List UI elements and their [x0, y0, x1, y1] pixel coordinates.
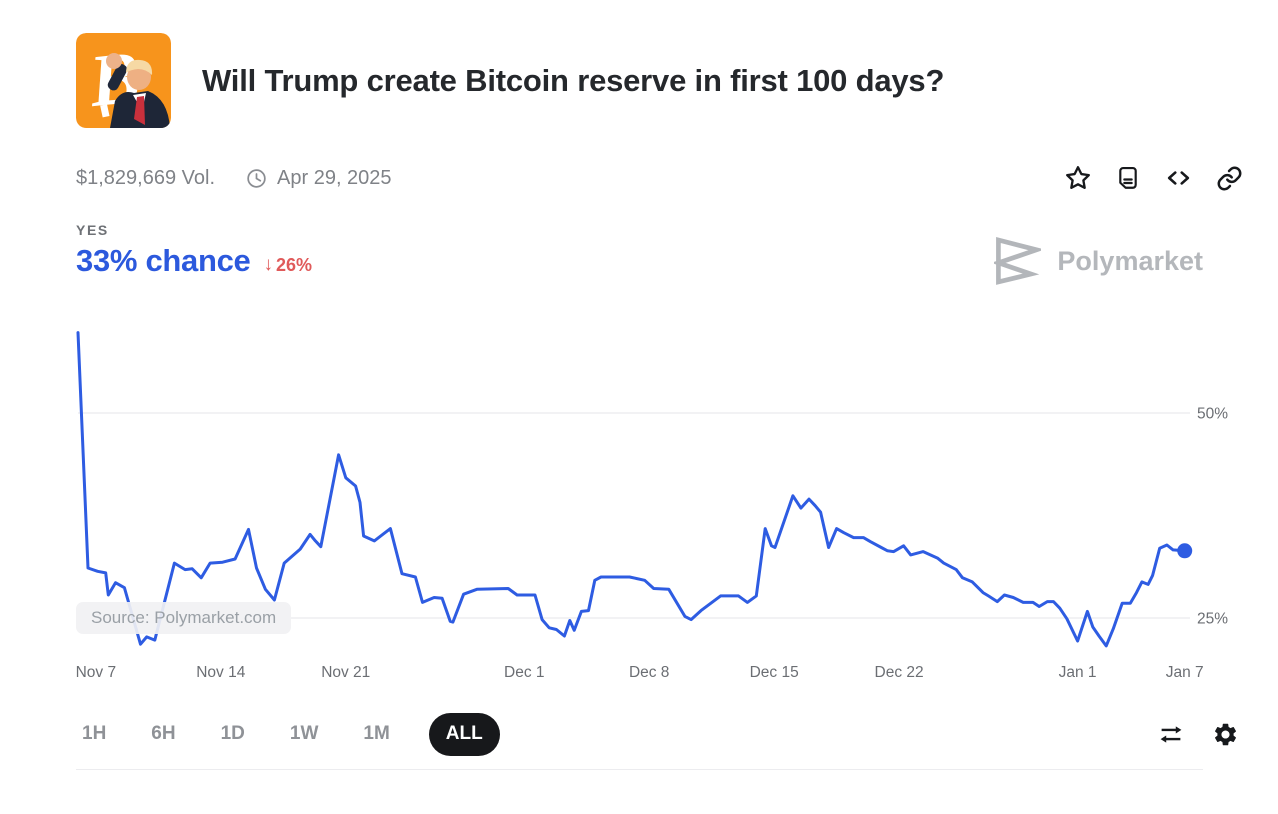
swap-outcome-button[interactable] — [1156, 722, 1186, 747]
y-tick-label: 50% — [1197, 406, 1228, 423]
swap-arrows-icon — [1160, 725, 1182, 743]
y-axis-labels: 50% 25% — [1197, 406, 1228, 628]
document-icon — [1119, 166, 1137, 189]
down-arrow-icon: ↓ — [263, 254, 274, 275]
market-avatar: B — [76, 33, 171, 128]
chance-change: ↓ 26% — [263, 254, 313, 275]
chart-actions — [1156, 721, 1239, 748]
clock-icon — [245, 167, 268, 190]
trump-figure — [106, 53, 170, 128]
embed-button[interactable] — [1164, 165, 1193, 191]
embed-code-icon — [1167, 171, 1190, 185]
x-tick-label: Nov 7 — [76, 664, 117, 681]
x-tick-label: Dec 8 — [629, 664, 670, 681]
settings-gear-icon — [1214, 723, 1237, 745]
trump-bitcoin-image: B — [76, 33, 171, 128]
star-icon — [1066, 166, 1090, 190]
bottom-divider — [76, 769, 1203, 770]
rules-button[interactable] — [1115, 165, 1141, 191]
outcome-label: YES — [76, 222, 109, 238]
range-button-6h[interactable]: 6H — [145, 723, 181, 745]
market-title: Will Trump create Bitcoin reserve in fir… — [202, 62, 945, 98]
y-tick-label: 25% — [1197, 611, 1228, 628]
range-button-all[interactable]: ALL — [428, 712, 500, 756]
x-tick-label: Nov 21 — [321, 664, 370, 681]
range-button-1d[interactable]: 1D — [215, 723, 251, 745]
price-line — [76, 331, 1187, 648]
x-tick-label: Jan 1 — [1059, 664, 1097, 681]
source-watermark: Source: Polymarket.com — [76, 602, 292, 634]
x-axis-labels: Nov 7 Nov 14 Nov 21 Dec 1 Dec 8 Dec 15 Dec 22 J… — [76, 664, 1204, 681]
range-button-1w[interactable]: 1W — [284, 723, 325, 745]
header-actions — [1064, 164, 1243, 192]
link-icon — [1217, 166, 1242, 190]
stats-row: $1,829,669 Vol. Apr 29, 2025 — [76, 164, 1242, 192]
polymarket-logo-icon — [994, 237, 1042, 285]
end-date-text: Apr 29, 2025 — [277, 166, 392, 189]
outcome-row: YES 33% chance ↓ 26% Polymarket — [76, 222, 1203, 288]
timerange-controls: 1H 6H 1D 1W 1M ALL — [76, 712, 1237, 756]
gridlines — [78, 412, 1190, 619]
settings-button[interactable] — [1212, 721, 1239, 748]
x-tick-label: Dec 22 — [875, 664, 924, 681]
x-tick-label: Nov 14 — [196, 664, 245, 681]
polymarket-wordmark: Polymarket — [1057, 245, 1203, 276]
x-tick-label: Dec 1 — [504, 664, 545, 681]
polymarket-brand[interactable]: Polymarket — [994, 234, 1203, 288]
price-chart[interactable]: 50% 25% Nov 7 Nov 14 Nov 21 Dec 1 Dec 8 Dec 15… — [0, 316, 1278, 696]
chance-value: 33% chance — [76, 243, 251, 278]
x-tick-label: Dec 15 — [750, 664, 799, 681]
x-tick-label: Jan 7 — [1166, 664, 1204, 681]
copy-link-button[interactable] — [1216, 165, 1243, 192]
current-price-dot — [1177, 543, 1193, 559]
outcome-block: YES 33% chance ↓ 26% — [76, 222, 312, 279]
range-button-1m[interactable]: 1M — [357, 723, 395, 745]
range-button-1h[interactable]: 1H — [76, 723, 112, 745]
volume-text: $1,829,669 Vol. — [76, 166, 216, 189]
market-header: B Will Trump create Bitcoin reserve in f… — [76, 0, 1203, 128]
star-button[interactable] — [1064, 164, 1092, 192]
